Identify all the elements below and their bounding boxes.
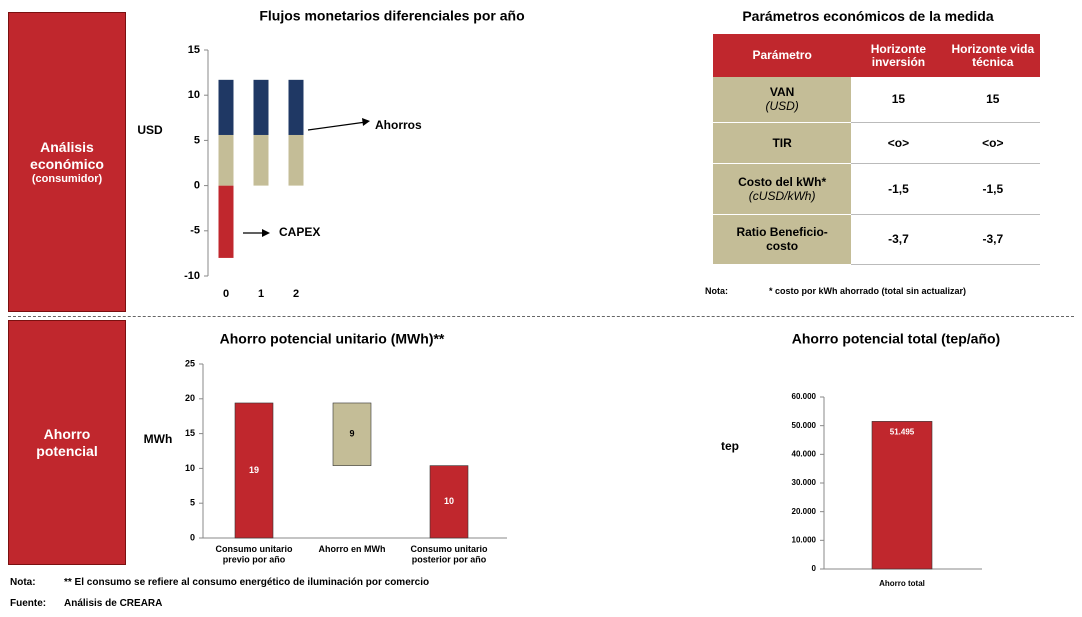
x-tick-label: Consumo unitario posterior por año (411, 544, 488, 564)
y-tick-label: 10.000 (792, 535, 817, 544)
y-tick-label: 60.000 (792, 392, 817, 401)
bar (871, 421, 933, 570)
x-tick-label: 2 (293, 288, 299, 300)
y-tick-label: 10 (185, 463, 195, 473)
y-tick-label: 40.000 (792, 449, 817, 458)
y-tick-label: 25 (185, 358, 195, 368)
section-box: Análisis económico (consumidor) (8, 12, 126, 312)
header-cell: Horizonte vida técnica (945, 34, 1040, 77)
section-title: Ahorro potencial (36, 425, 98, 459)
section-subtitle: (consumidor) (31, 173, 103, 185)
y-axis-label: MWh (144, 432, 173, 446)
y-tick-label: 0 (190, 532, 195, 542)
y-tick-label: 5 (190, 498, 195, 508)
y-tick-label: 15 (185, 428, 195, 438)
arrow-head (262, 229, 270, 237)
note-label: Nota: (705, 286, 728, 296)
param-label: VAN (769, 85, 795, 100)
header-cell: Parámetro (713, 34, 852, 77)
value-cell: <o> (851, 122, 946, 164)
y-tick-label: 0 (194, 180, 200, 192)
y-tick-label: -5 (190, 225, 200, 237)
param-label: Costo del kWh* (738, 174, 827, 189)
bar-segment (218, 134, 234, 186)
value-cell: -3,7 (851, 214, 946, 265)
y-tick-label: 50.000 (792, 421, 817, 430)
divider (8, 316, 1074, 317)
annotation: Ahorros (375, 118, 422, 132)
y-tick-label: 15 (188, 44, 200, 56)
note: ** El consumo se refiere al consumo ener… (64, 577, 430, 588)
value-label: 10 (444, 496, 454, 506)
y-tick-label: 10 (188, 89, 200, 101)
value-cell: -1,5 (945, 163, 1040, 215)
source-label: Fuente: (10, 598, 47, 609)
note: * costo por kWh ahorrado (total sin actu… (769, 286, 967, 296)
section-box: Ahorro potencial (8, 320, 126, 565)
note-label: Nota: (10, 577, 36, 588)
y-tick-label: -10 (184, 270, 200, 282)
param-unit: (cUSD/kWh) (748, 188, 816, 203)
param-label: Ratio Beneficio-costo (736, 225, 828, 253)
chart-title: Flujos monetarios diferenciales por año (259, 8, 524, 24)
param-cell: Ratio Beneficio-costo (713, 214, 852, 265)
x-tick-label: Consumo unitario previo por año (216, 544, 293, 564)
source: Análisis de CREARA (64, 598, 163, 609)
param-cell: TIR (713, 122, 852, 164)
param-label: TIR (772, 135, 792, 150)
table-title: Parámetros económicos de la medida (742, 8, 994, 24)
param-unit: (USD) (765, 99, 799, 114)
param-cell: Costo del kWh* (cUSD/kWh) (713, 163, 852, 215)
value-label: 51.495 (890, 427, 915, 436)
bar (234, 402, 274, 539)
y-axis-label: USD (137, 123, 163, 137)
table-row: Ratio Beneficio-costo -3,7 -3,7 (713, 214, 1040, 265)
annotation: CAPEX (279, 225, 320, 239)
bar-segment (288, 79, 304, 135)
table-row: TIR <o> <o> (713, 122, 1040, 164)
x-tick-label: Ahorro en MWh (319, 544, 386, 554)
x-tick-label: 1 (258, 288, 264, 300)
value-label: 19 (249, 465, 259, 475)
y-tick-label: 5 (194, 134, 200, 146)
param-cell: VAN (USD) (713, 77, 852, 123)
bar-segment (218, 185, 234, 258)
y-tick-label: 20 (185, 393, 195, 403)
bar-segment (253, 79, 269, 135)
bar (429, 465, 469, 539)
arrow-head (362, 118, 370, 126)
x-tick-label: Ahorro total (879, 579, 925, 588)
x-tick-label: 0 (223, 288, 229, 300)
bar-segment (253, 134, 269, 186)
value-label: 9 (349, 429, 354, 439)
value-cell: <o> (945, 122, 1040, 164)
table-row: Costo del kWh* (cUSD/kWh) -1,5 -1,5 (713, 163, 1040, 215)
arrow (307, 121, 367, 131)
y-tick-label: 30.000 (792, 478, 817, 487)
chart-title: Ahorro potencial total (tep/año) (792, 331, 1000, 347)
section-title: Análisis económico (30, 139, 104, 172)
bar-segment (288, 134, 304, 186)
bar-segment (218, 79, 234, 135)
y-tick-label: 20.000 (792, 507, 817, 516)
y-tick-label: 0 (812, 564, 817, 573)
chart-title: Ahorro potencial unitario (MWh)** (220, 331, 445, 347)
value-cell: -3,7 (945, 214, 1040, 265)
header-cell: Horizonte inversión (851, 34, 946, 77)
value-cell: 15 (851, 77, 946, 123)
y-axis-label: tep (721, 439, 739, 453)
bar (332, 402, 372, 466)
table: Parámetro Horizonte inversión Horizonte … (713, 34, 1040, 265)
value-cell: 15 (945, 77, 1040, 123)
value-cell: -1,5 (851, 163, 946, 215)
table-row: VAN (USD) 15 15 (713, 77, 1040, 123)
